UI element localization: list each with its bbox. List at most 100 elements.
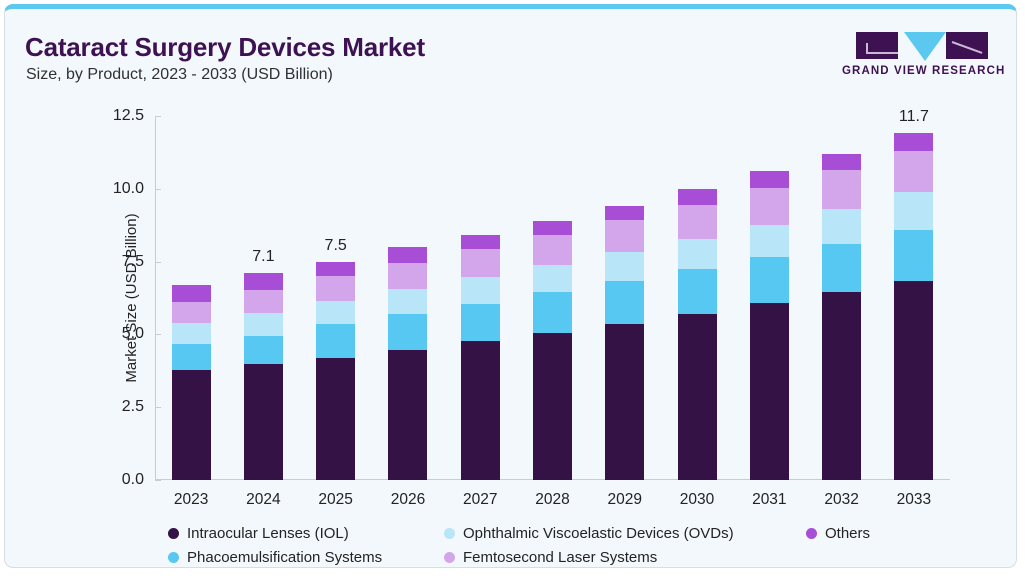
y-axis-tick-label: 0.0	[121, 471, 144, 488]
bar-segment[interactable]	[822, 243, 862, 293]
bar-2031[interactable]	[749, 171, 789, 480]
bar-segment[interactable]	[677, 204, 717, 239]
chart-legend: Intraocular Lenses (IOL) Ophthalmic Visco…	[168, 521, 998, 567]
bar-2028[interactable]	[533, 220, 572, 480]
bar-segment[interactable]	[243, 289, 283, 314]
legend-item[interactable]: Ophthalmic Viscoelastic Devices (OVDs)	[444, 525, 806, 542]
bar-segment[interactable]	[822, 153, 862, 171]
bar-segment[interactable]	[388, 314, 428, 350]
bar-segment[interactable]	[243, 363, 283, 480]
bar-segment[interactable]	[605, 252, 645, 282]
bar-segment[interactable]	[605, 323, 645, 480]
x-axis-tick-label: 2031	[752, 491, 787, 508]
bar-segment[interactable]	[894, 281, 934, 480]
bar-2029[interactable]	[605, 206, 645, 480]
bar-value-label: 7.5	[324, 236, 347, 254]
bar-segment[interactable]	[822, 292, 862, 480]
bar-segment[interactable]	[388, 349, 428, 480]
bar-segment[interactable]	[316, 323, 356, 358]
y-axis-tick: 0.0	[121, 471, 161, 489]
bar-segment[interactable]	[460, 248, 500, 278]
legend-item[interactable]: Femtosecond Laser Systems	[444, 549, 806, 566]
grand-view-research-logo: GRAND VIEW RESEARCH	[842, 29, 1004, 81]
bar-segment[interactable]	[605, 206, 645, 220]
bar-segment[interactable]	[171, 344, 211, 370]
bar-segment[interactable]	[822, 208, 862, 244]
x-axis-tick-label: 2032	[824, 491, 859, 508]
bar-2030[interactable]	[677, 188, 717, 480]
bar-segment[interactable]	[533, 264, 572, 293]
bar-segment[interactable]	[388, 289, 428, 315]
bar-segment[interactable]	[388, 263, 428, 290]
bar-segment[interactable]	[171, 301, 211, 324]
y-axis-tick: 12.5	[112, 107, 161, 125]
bar-segment[interactable]	[243, 313, 283, 336]
legend-item[interactable]: Others	[806, 525, 870, 542]
bar-segment[interactable]	[894, 191, 934, 230]
bar-segment[interactable]	[894, 150, 934, 192]
x-axis-tick-label: 2033	[896, 491, 932, 508]
legend-row: Phacoemulsification Systems Femtosecond L…	[168, 545, 998, 567]
bar-segment[interactable]	[605, 220, 645, 253]
x-axis-tick-label: 2030	[679, 491, 715, 508]
chart-card: Cataract Surgery Devices Market Size, by…	[4, 4, 1017, 568]
bar-segment[interactable]	[460, 341, 500, 480]
bar-segment[interactable]	[243, 335, 283, 364]
bar-segment[interactable]	[677, 314, 717, 480]
y-axis-tick-mark	[155, 261, 161, 263]
bar-2025[interactable]: 7.5	[316, 237, 356, 480]
legend-label: Others	[825, 524, 871, 542]
bar-segment[interactable]	[677, 188, 717, 205]
y-axis-tick-label: 5.0	[121, 325, 144, 343]
bar-2027[interactable]	[460, 235, 500, 480]
bar-segment[interactable]	[388, 247, 428, 264]
y-axis-tick: 2.5	[122, 398, 161, 416]
bar-segment[interactable]	[460, 303, 500, 342]
bar-segment[interactable]	[316, 261, 356, 276]
x-axis-tick-label: 2029	[607, 491, 643, 508]
bar-segment[interactable]	[533, 220, 572, 235]
y-axis-tick-label: 12.5	[112, 107, 144, 124]
bar-segment[interactable]	[171, 284, 211, 302]
logo-right-block-icon	[946, 32, 988, 59]
bar-segment[interactable]	[243, 273, 283, 290]
bar-segment[interactable]	[460, 235, 500, 249]
y-axis-tick-mark	[155, 334, 161, 336]
bar-segment[interactable]	[749, 171, 789, 189]
y-axis-label: Market Size (USD Billion)	[123, 213, 141, 383]
bar-segment[interactable]	[749, 188, 789, 225]
bar-2026[interactable]	[388, 247, 428, 480]
bar-segment[interactable]	[749, 303, 789, 480]
y-axis-tick: 10.0	[113, 180, 161, 198]
bar-2033[interactable]: 11.7	[894, 108, 934, 480]
bar-segment[interactable]	[533, 292, 572, 333]
bar-segment[interactable]	[171, 369, 211, 480]
bar-segment[interactable]	[677, 238, 717, 270]
bar-segment[interactable]	[894, 132, 934, 151]
bar-segment[interactable]	[171, 323, 211, 345]
bar-segment[interactable]	[677, 269, 717, 315]
bar-segment[interactable]	[822, 170, 862, 209]
page-subtitle: Size, by Product, 2023 - 2033 (USD Billi…	[26, 66, 333, 83]
bar-segment[interactable]	[316, 357, 356, 480]
bar-segment[interactable]	[894, 229, 934, 282]
legend-label: Intraocular Lenses (IOL)	[187, 524, 349, 542]
legend-item[interactable]: Intraocular Lenses (IOL)	[168, 525, 444, 542]
bar-segment[interactable]	[316, 275, 356, 301]
bar-segment[interactable]	[749, 256, 789, 304]
bar-2024[interactable]: 7.1	[243, 248, 283, 480]
y-axis-tick-mark	[155, 188, 161, 190]
bar-segment[interactable]	[316, 300, 356, 324]
legend-row: Intraocular Lenses (IOL) Ophthalmic Visco…	[168, 521, 998, 545]
bar-segment[interactable]	[533, 234, 572, 265]
legend-item[interactable]: Phacoemulsification Systems	[168, 549, 444, 566]
bar-2023[interactable]	[171, 284, 211, 480]
x-axis-tick-label: 2024	[246, 491, 281, 508]
bar-segment[interactable]	[460, 277, 500, 304]
bar-segment[interactable]	[749, 224, 789, 257]
bar-2032[interactable]	[822, 153, 862, 480]
y-axis-line	[155, 116, 156, 480]
bar-segment[interactable]	[605, 281, 645, 324]
logo-triangle-icon	[904, 32, 946, 61]
bar-segment[interactable]	[533, 332, 572, 480]
